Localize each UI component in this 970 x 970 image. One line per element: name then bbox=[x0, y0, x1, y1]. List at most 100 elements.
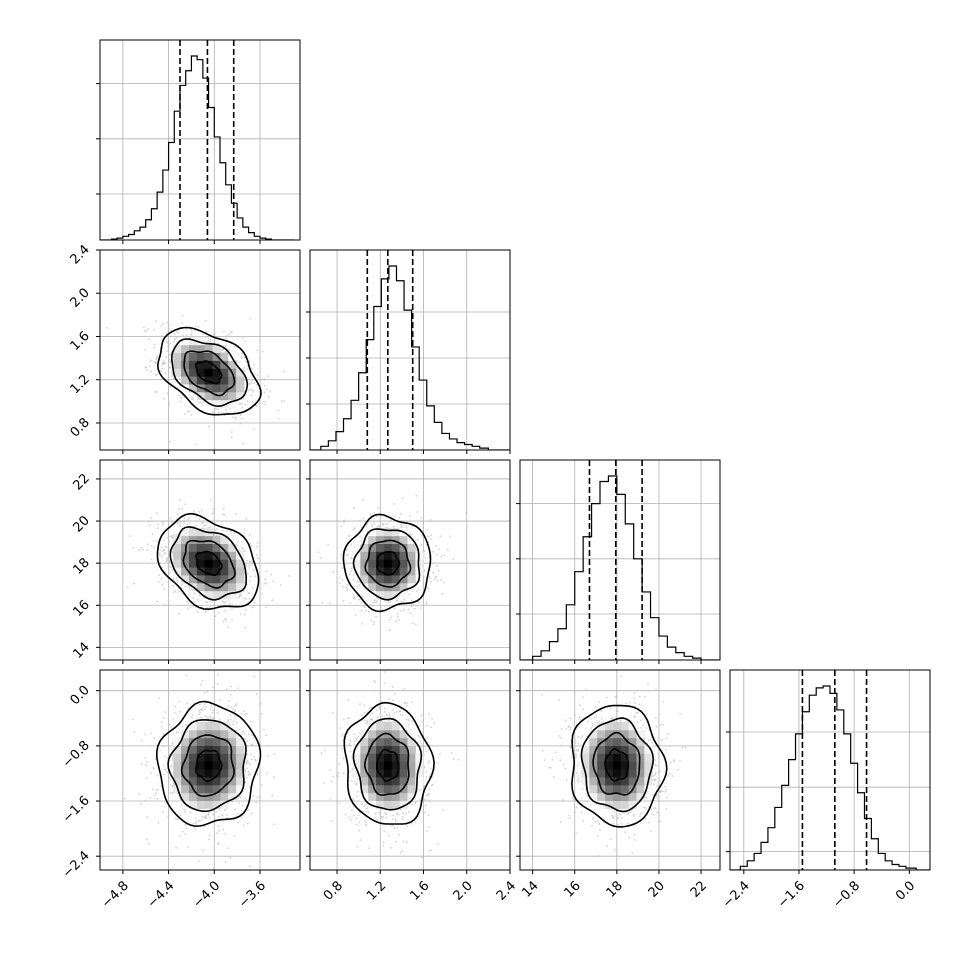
scatter-point bbox=[338, 763, 341, 766]
scatter-point bbox=[190, 414, 193, 416]
scatter-point bbox=[162, 550, 164, 553]
scatter-point bbox=[144, 733, 147, 736]
scatter-point bbox=[154, 758, 157, 761]
scatter-point bbox=[253, 569, 256, 572]
density-cell bbox=[368, 721, 377, 731]
scatter-point bbox=[132, 546, 135, 549]
scatter-point bbox=[244, 403, 246, 406]
scatter-point bbox=[179, 835, 182, 838]
scatter-point bbox=[252, 382, 255, 385]
density-cell bbox=[383, 753, 393, 762]
scatter-point bbox=[200, 402, 203, 405]
scatter-point bbox=[393, 515, 396, 518]
scatter-point bbox=[428, 788, 430, 791]
scatter-point bbox=[161, 367, 164, 370]
density-cell bbox=[204, 543, 213, 552]
scatter-point bbox=[155, 358, 158, 361]
scatter-point bbox=[217, 611, 220, 614]
scatter-point bbox=[216, 711, 219, 714]
density-cell bbox=[383, 567, 393, 576]
scatter-point bbox=[355, 823, 358, 826]
scatter-point bbox=[194, 443, 197, 446]
scatter-point bbox=[360, 601, 363, 604]
scatter-point bbox=[264, 403, 267, 406]
scatter-point bbox=[158, 697, 161, 699]
scatter-point bbox=[187, 585, 190, 588]
scatter-point bbox=[403, 687, 406, 690]
density-cell bbox=[376, 792, 385, 802]
scatter-point bbox=[341, 733, 344, 736]
density-cell bbox=[368, 769, 377, 778]
scatter-point bbox=[430, 767, 433, 770]
scatter-point bbox=[422, 576, 425, 579]
scatter-point bbox=[156, 600, 159, 603]
density-cell bbox=[220, 399, 229, 409]
scatter-point bbox=[354, 614, 357, 617]
scatter-point bbox=[437, 548, 440, 551]
scatter-point bbox=[185, 674, 188, 677]
density-cell bbox=[228, 582, 237, 592]
scatter-point bbox=[390, 847, 392, 849]
scatter-point bbox=[337, 772, 340, 774]
scatter-point bbox=[173, 338, 176, 341]
scatter-point bbox=[153, 737, 156, 740]
scatter-point bbox=[380, 700, 383, 703]
scatter-point bbox=[171, 373, 174, 376]
scatter-point bbox=[170, 748, 173, 751]
density-cell bbox=[228, 399, 237, 409]
scatter-point bbox=[423, 785, 426, 788]
scatter-point bbox=[379, 525, 381, 528]
scatter-point bbox=[346, 548, 348, 551]
scatter-point bbox=[427, 588, 430, 591]
density-cell bbox=[236, 582, 245, 592]
scatter-point bbox=[209, 716, 212, 719]
scatter-point bbox=[259, 587, 262, 590]
scatter-point bbox=[411, 720, 414, 723]
contour-level-1 bbox=[183, 350, 236, 397]
scatter-point bbox=[194, 817, 197, 820]
scatter-point bbox=[245, 776, 248, 779]
scatter-point bbox=[144, 799, 147, 802]
scatter-point bbox=[409, 533, 412, 536]
scatter-point bbox=[138, 793, 140, 795]
scatter-point bbox=[207, 813, 210, 816]
scatter-point bbox=[364, 722, 367, 725]
density-cell bbox=[212, 383, 221, 393]
scatter-point bbox=[212, 508, 215, 510]
scatter-point bbox=[224, 602, 226, 604]
scatter-point bbox=[154, 320, 157, 323]
scatter-point bbox=[252, 363, 255, 366]
scatter-point bbox=[248, 763, 251, 766]
density-cell bbox=[204, 753, 213, 762]
density-cell bbox=[196, 721, 206, 731]
scatter-point bbox=[452, 558, 455, 560]
scatter-point bbox=[159, 549, 162, 551]
scatter-point bbox=[429, 538, 432, 540]
scatter-point bbox=[271, 599, 274, 602]
scatter-point bbox=[431, 783, 434, 786]
scatter-point bbox=[328, 602, 331, 605]
scatter-point bbox=[365, 525, 368, 528]
density-cell bbox=[188, 352, 198, 361]
scatter-point bbox=[353, 597, 356, 600]
density-cell bbox=[220, 376, 229, 385]
scatter-point bbox=[251, 400, 254, 403]
density-cell bbox=[212, 753, 221, 762]
scatter-point bbox=[443, 581, 445, 584]
density-cell bbox=[407, 551, 416, 560]
scatter-point bbox=[213, 510, 216, 513]
scatter-point bbox=[244, 609, 247, 612]
scatter-point bbox=[222, 620, 225, 623]
density-layer bbox=[100, 670, 300, 870]
scatter-point bbox=[211, 601, 214, 603]
scatter-point bbox=[251, 390, 254, 393]
scatter-point bbox=[174, 705, 176, 708]
scatter-point bbox=[424, 804, 427, 807]
scatter-point bbox=[374, 681, 377, 684]
histogram-step-line bbox=[520, 475, 720, 660]
scatter-point bbox=[133, 731, 135, 733]
histogram-step-line bbox=[730, 685, 930, 870]
scatter-point bbox=[157, 527, 159, 530]
scatter-point bbox=[388, 618, 391, 621]
density-cell bbox=[228, 360, 237, 369]
